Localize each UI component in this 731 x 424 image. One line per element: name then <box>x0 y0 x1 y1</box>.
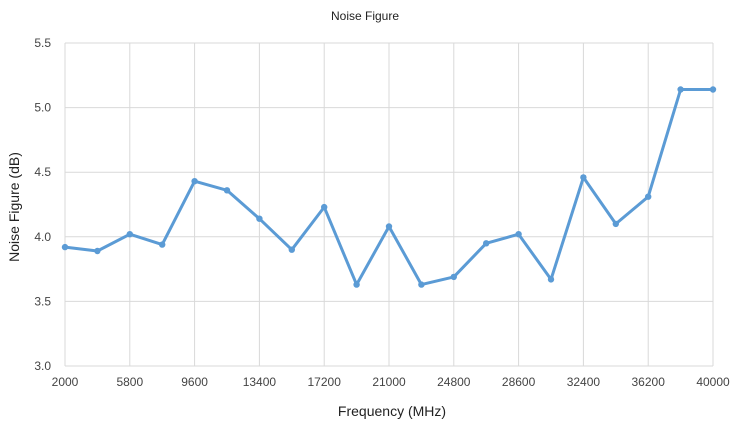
data-point <box>256 215 263 222</box>
data-point <box>450 273 457 281</box>
y-tick-label: 4.5 <box>34 165 51 179</box>
data-point <box>418 281 425 288</box>
x-tick-label: 32400 <box>567 375 601 389</box>
y-axis-label: Noise Figure (dB) <box>6 152 22 262</box>
data-point <box>321 203 328 211</box>
data-point <box>288 246 295 253</box>
series-layer <box>61 86 717 288</box>
x-tick-label: 28600 <box>502 375 536 389</box>
chart-title: Noise Figure <box>331 9 399 23</box>
x-tick-label: 9600 <box>181 375 208 389</box>
data-point <box>645 193 652 200</box>
data-point <box>580 174 587 181</box>
data-point <box>191 178 198 185</box>
data-point <box>483 240 490 247</box>
x-tick-label: 17200 <box>308 375 342 389</box>
data-point <box>547 276 555 283</box>
data-point <box>385 223 393 230</box>
y-tick-label: 5.0 <box>34 101 51 115</box>
x-tick-label: 36200 <box>632 375 666 389</box>
data-point <box>94 247 101 255</box>
data-point <box>612 220 619 228</box>
data-point <box>515 231 522 238</box>
x-tick-label: 2000 <box>52 375 79 389</box>
data-point <box>159 241 166 248</box>
y-tick-label: 5.5 <box>34 36 51 50</box>
data-point <box>223 187 231 194</box>
x-tick-label: 40000 <box>696 375 730 389</box>
y-tick-label: 3.5 <box>34 294 51 308</box>
x-axis-label: Frequency (MHz) <box>338 403 446 419</box>
y-tick-label: 4.0 <box>34 230 51 244</box>
data-point <box>61 243 69 251</box>
y-tick-label: 3.0 <box>34 359 51 373</box>
x-tick-label: 21000 <box>372 375 406 389</box>
x-axis-ticks: 2000 5800 9600 13400 17200 21000 24800 28600 324… <box>52 375 730 389</box>
data-point <box>709 86 717 93</box>
data-point <box>677 86 684 93</box>
data-point <box>126 231 133 238</box>
x-tick-label: 5800 <box>116 375 143 389</box>
y-axis-ticks: 3.0 3.5 4.0 4.5 5.0 5.5 <box>34 36 51 373</box>
data-point <box>353 281 360 288</box>
gridlines <box>64 42 714 367</box>
x-tick-label: 24800 <box>437 375 471 389</box>
x-tick-label: 13400 <box>243 375 277 389</box>
